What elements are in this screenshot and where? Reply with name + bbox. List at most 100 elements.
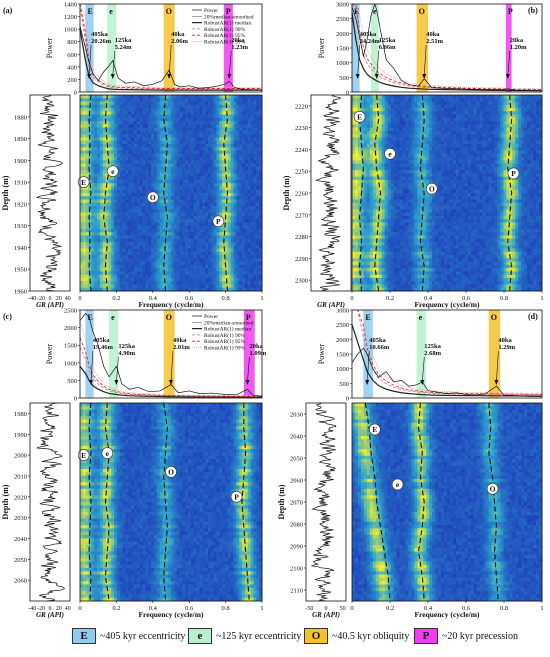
heatmap-cell [165,134,169,138]
heatmap-cell [119,111,124,115]
heatmap-cell [256,121,260,125]
peak-period-label: 405ka [360,31,377,38]
heatmap-cell [202,212,206,217]
heatmap-cell [447,114,451,119]
heatmap-cell [185,248,189,253]
heatmap-cell [148,209,152,213]
heatmap-cell [259,228,263,233]
heatmap-cell [210,287,215,292]
heatmap-cell [179,202,183,207]
heatmap-cell [414,127,418,132]
heatmap-cell [171,153,175,158]
heatmap-cell [236,101,240,106]
heatmap-cell [171,212,175,217]
heatmap-cell [165,163,169,168]
heatmap-cell [97,150,101,155]
heatmap-cell [145,183,149,187]
heatmap-cell [202,176,206,181]
heatmap-cell [253,179,257,184]
heatmap-cell [199,206,203,210]
frequency-tick-label: 0.2 [112,295,120,302]
heatmap-cell [162,238,166,243]
heatmap-cell [188,95,192,99]
heatmap-cell [230,271,234,276]
heatmap-cell [230,157,234,161]
heatmap-cell [97,228,101,233]
heatmap-cell [105,209,109,213]
heatmap-cell [108,232,112,236]
heatmap-cell [102,245,106,249]
heatmap-cell [205,215,209,220]
heatmap-cell [97,95,101,99]
heatmap-cell [176,179,180,184]
heatmap-cell [256,212,260,217]
heatmap-cell [518,134,522,138]
heatmap-cell [250,130,254,135]
heatmap-cell [193,140,197,145]
heatmap-cell [236,193,240,197]
heatmap-cell [111,219,115,223]
heatmap-cell [352,114,356,119]
heatmap-cell [193,258,197,262]
heatmap-cell [210,242,215,246]
heatmap-cell [196,228,200,233]
heatmap-cell [390,137,394,142]
heatmap-cell [139,284,143,289]
heatmap-cell [196,160,200,164]
heatmap-cell [476,101,481,106]
cycle-band-rect [163,4,175,92]
heatmap-cell [94,222,98,227]
heatmap-cell [122,114,126,119]
heatmap-cell [128,284,132,289]
heatmap-cell [173,261,178,266]
heatmap-cell [179,287,183,292]
heatmap-cell [222,137,226,142]
heatmap-cell [122,284,126,289]
heatmap-cell [119,228,124,233]
heatmap-cell [227,225,232,230]
heatmap-cell [239,163,243,168]
heatmap-cell [259,287,263,292]
heatmap-cell [515,108,519,112]
heatmap-cell [213,202,217,207]
heatmap-cell [114,264,118,269]
heatmap-cell [116,264,121,269]
heatmap-cell [179,157,183,161]
heatmap-cell [230,235,234,240]
heatmap-cell [219,202,223,207]
heatmap-cell [239,238,243,243]
heatmap-cell [91,245,95,249]
heatmap-cell [148,268,152,272]
heatmap-cell [253,248,257,253]
heatmap-cell [219,261,223,266]
heatmap-cell [213,147,217,151]
heatmap-cell [438,121,442,125]
heatmap-cell [219,212,223,217]
heatmap-cell [239,153,243,158]
heatmap-cell [122,196,126,200]
heatmap-cell [384,140,389,145]
heatmap-cell [162,281,166,285]
heatmap-cell [185,277,189,282]
heatmap-cell [125,222,129,227]
heatmap-cell [102,166,106,171]
heatmap-cell [173,287,178,292]
heatmap-cell [116,222,121,227]
heatmap-cell [518,124,522,129]
heatmap-cell [390,111,394,115]
heatmap-cell [210,261,215,266]
power-tick-label: 600 [67,52,77,59]
heatmap-cell [188,219,192,223]
heatmap-cell [225,170,229,174]
heatmap-cell [168,189,172,194]
heatmap-cell [387,121,391,125]
heatmap-cell [88,98,92,102]
heatmap-cell [239,130,243,135]
heatmap-cell [227,284,232,289]
heatmap-cell [190,130,195,135]
heatmap-cell [91,108,95,112]
heatmap-cell [176,117,180,122]
heatmap-cell [259,215,263,220]
heatmap-cell [205,232,209,236]
heatmap-cell [366,108,371,112]
